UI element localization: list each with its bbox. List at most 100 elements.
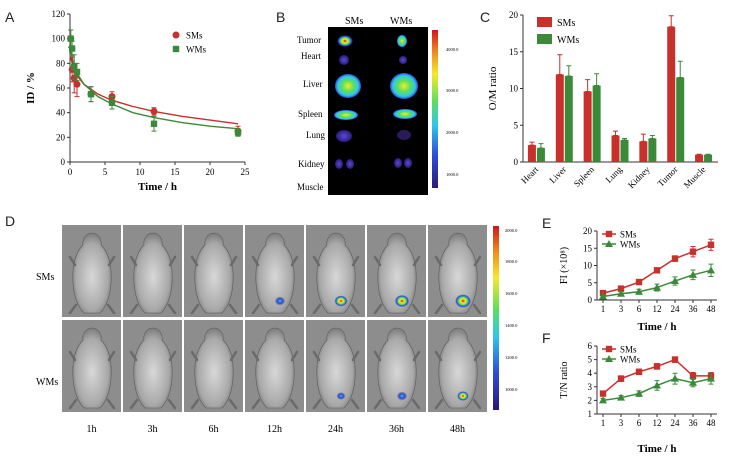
c-bar-wms [564, 76, 573, 162]
c-error-bar [538, 143, 544, 149]
c-bar-wms [648, 138, 657, 162]
f-legend-marker-sms [605, 345, 613, 353]
f-x-tick-label: 3 [619, 418, 624, 428]
a-y-axis-title: ID / % [25, 72, 37, 104]
a-point-wms [71, 63, 78, 71]
c-legend-label: WMs [557, 35, 579, 46]
mouse-silhouette [133, 327, 173, 409]
c-error-bar [566, 65, 572, 77]
a-y-tick-label: 0 [61, 157, 66, 167]
imaging-row-label-wms: WMs [36, 377, 58, 388]
mouse-limbs [190, 255, 238, 315]
a-point-sms [73, 80, 81, 88]
e-point-sms [635, 278, 643, 286]
organ-colorbar-tick: 3000.0 [446, 88, 459, 93]
organ-row-label-kidney: Kidney [298, 159, 325, 169]
e-point-sms [707, 241, 715, 248]
c-legend-label: SMs [557, 18, 575, 29]
organ-colorbar [432, 30, 438, 188]
organ-wms-spleen [393, 109, 417, 119]
mouse-limbs [251, 350, 299, 410]
e-x-tick-label: 3 [619, 304, 624, 314]
a-y-tick-label: 20 [56, 132, 66, 142]
c-error-bar [649, 135, 655, 139]
c-bar-sms [639, 141, 648, 162]
c-legend-swatch-sms [537, 17, 552, 27]
c-bar-wms [536, 148, 545, 162]
panel-d-in-vivo-imaging: SMs WMs 2000.0 1800.0 1600.0 1400.0 1200… [36, 225, 518, 435]
a-y-tick-label: 40 [56, 108, 66, 118]
c-bar-sms [555, 74, 564, 162]
mouse-limbs [373, 255, 421, 315]
c-category-label: Muscle [682, 164, 708, 190]
f-point-wms [617, 393, 625, 401]
e-y-tick-label: 15 [583, 243, 593, 253]
e-point-sms [689, 248, 697, 255]
c-category-label: Lung [603, 164, 624, 185]
c-y-tick-label: 0 [514, 157, 519, 167]
f-y-axis-title: T/N ratio [559, 362, 570, 399]
organ-wms-heart [399, 56, 407, 64]
imaging-colorbar-tick: 2000.0 [505, 228, 518, 233]
f-x-tick-label: 12 [653, 418, 662, 428]
tumor-fluorescence-signal [455, 294, 471, 308]
e-x-axis-title: Time / h [638, 321, 677, 333]
organ-sms-lung [336, 130, 352, 142]
f-point-wms [689, 378, 697, 386]
f-point-sms [653, 363, 661, 370]
mouse-limbs [129, 255, 177, 315]
imaging-colorbar-tick: 1800.0 [505, 259, 518, 264]
f-point-wms [653, 381, 661, 389]
imaging-time-label: 48h [450, 424, 465, 435]
e-x-tick-label: 6 [637, 304, 642, 314]
organ-sms-heart [339, 55, 349, 65]
f-point-sms [617, 375, 625, 382]
c-category-label: Spleen [572, 164, 597, 189]
mouse-limbs [68, 255, 116, 315]
mouse-silhouette [72, 327, 112, 409]
organ-row-label-spleen: Spleen [298, 109, 323, 119]
organ-wms-liver [390, 73, 418, 99]
e-point-wms [671, 277, 679, 285]
f-y-tick-label: 3 [588, 382, 593, 392]
a-point-sms [150, 107, 158, 115]
mouse-limbs [434, 350, 482, 410]
imaging-colorbar-tick: 1000.0 [505, 387, 518, 392]
f-point-wms [635, 389, 643, 397]
e-y-axis-title: FI (×10⁸) [559, 247, 570, 284]
f-x-tick-label: 36 [689, 418, 699, 428]
imaging-time-label: 1h [87, 424, 97, 435]
tumor-fluorescence-signal [274, 296, 286, 306]
mouse-limbs [251, 255, 299, 315]
c-bar-wms [704, 154, 713, 162]
f-point-sms [689, 372, 697, 380]
e-point-sms [653, 267, 661, 274]
mouse-silhouette [255, 327, 295, 409]
a-point-wms [234, 129, 242, 136]
mouse-silhouette [72, 232, 112, 314]
f-point-wms [671, 374, 679, 382]
c-bar-sms [527, 145, 536, 162]
organ-colorbar-tick: 4000.0 [446, 47, 459, 52]
mouse-limbs [312, 350, 360, 410]
c-bar-sms [611, 135, 620, 162]
mouse-silhouette [377, 232, 417, 314]
organ-colorbar-tick: 2000.0 [446, 130, 459, 135]
f-x-tick-label: 1 [601, 418, 606, 428]
c-error-bar [613, 130, 618, 137]
mouse-silhouette [438, 327, 478, 409]
c-y-tick-label: 15 [509, 47, 519, 57]
e-y-tick-label: 10 [583, 261, 593, 271]
imaging-row-label-sms: SMs [36, 272, 54, 283]
mouse-limbs [312, 255, 360, 315]
a-y-tick-label: 100 [52, 34, 66, 44]
f-y-tick-label: 1 [588, 409, 593, 419]
a-x-tick-label: 0 [68, 167, 73, 177]
c-category-label: Heart [519, 164, 541, 186]
tumor-fluorescence-signal [334, 295, 348, 307]
c-error-bar [677, 60, 683, 78]
tumor-fluorescence-signal [396, 391, 408, 401]
mouse-silhouette [377, 327, 417, 409]
